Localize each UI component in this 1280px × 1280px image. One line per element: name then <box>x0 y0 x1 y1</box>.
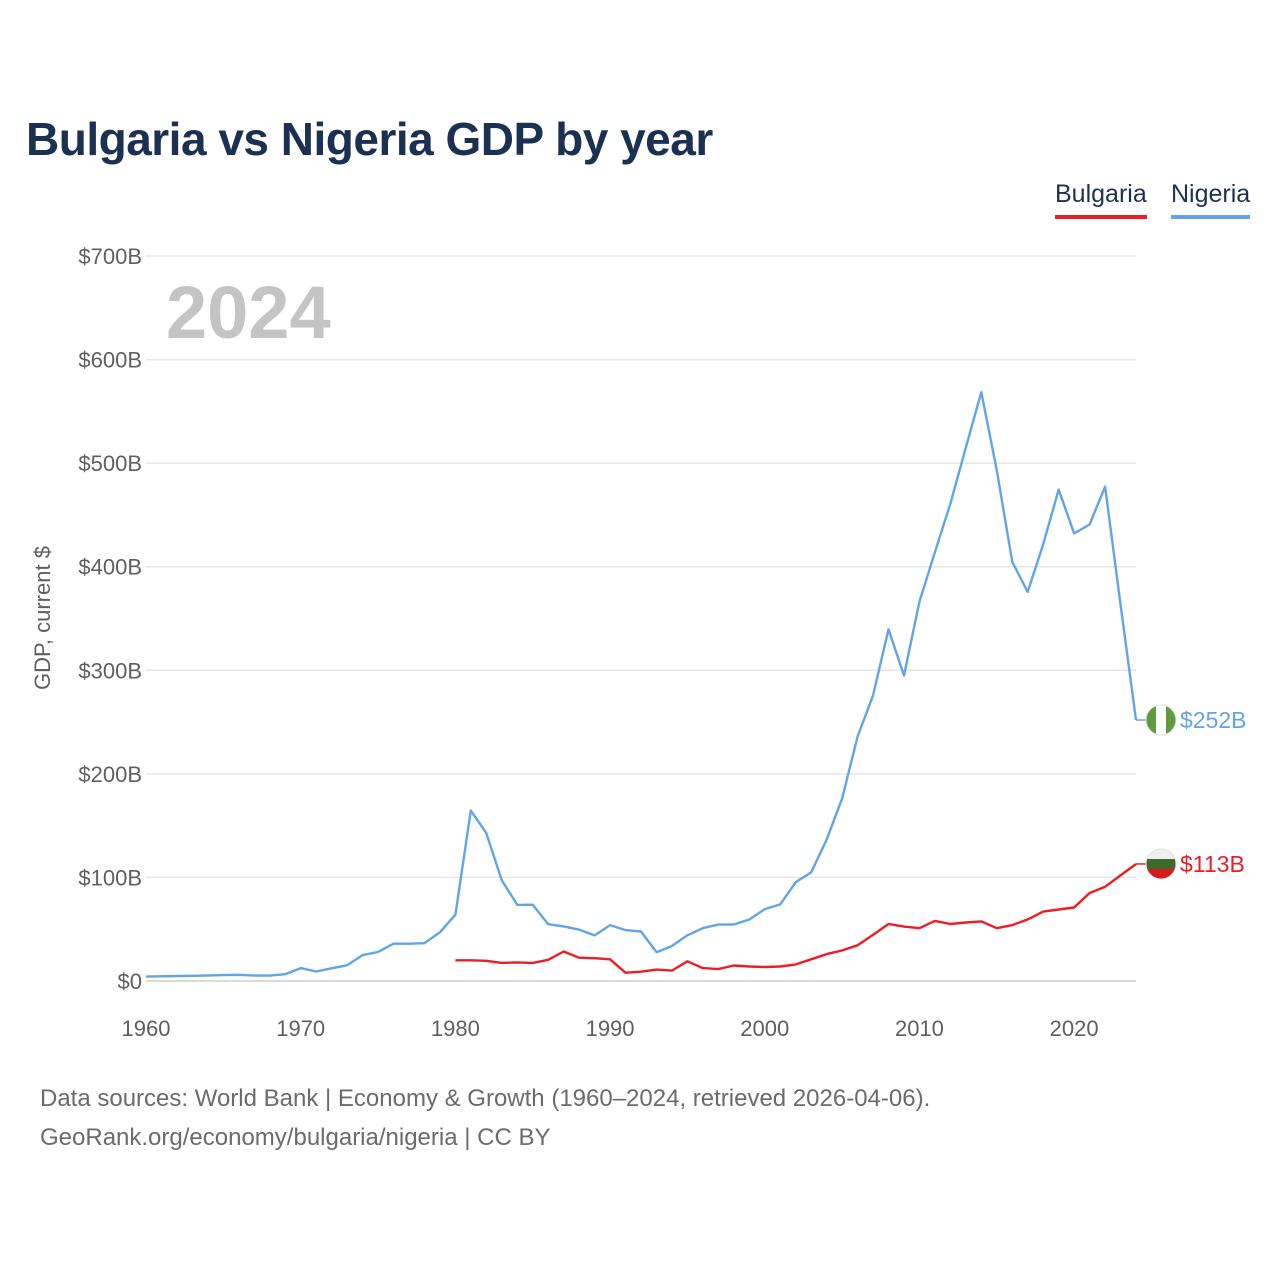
series-line-nigeria[interactable] <box>145 391 1138 978</box>
x-tick-label: 1970 <box>276 1016 325 1041</box>
x-tick-label: 2000 <box>740 1016 789 1041</box>
x-tick-label: 1980 <box>431 1016 480 1041</box>
legend-item-nigeria[interactable]: Nigeria <box>1171 180 1251 219</box>
footer-sources: Data sources: World Bank | Economy & Gro… <box>40 1085 931 1112</box>
y-axis-ticks: $0 $100B $200B $300B $400B $500B $600B $700B <box>78 244 142 994</box>
y-tick-label: $0 <box>118 969 142 994</box>
x-tick-label: 2020 <box>1050 1016 1099 1041</box>
y-tick-label: $300B <box>78 658 142 683</box>
x-tick-label: 1990 <box>586 1016 635 1041</box>
series-lines <box>145 391 1138 978</box>
y-tick-label: $200B <box>78 762 142 787</box>
legend-item-bulgaria[interactable]: Bulgaria <box>1055 180 1147 219</box>
x-axis-ticks: 1960 1970 1980 1990 2000 2010 2020 <box>122 1016 1099 1041</box>
series-line-bulgaria[interactable] <box>455 863 1137 974</box>
x-tick-label: 1960 <box>122 1016 171 1041</box>
y-tick-label: $700B <box>78 244 142 269</box>
y-tick-label: $600B <box>78 348 142 373</box>
flag-icon-bulgaria <box>1145 848 1177 880</box>
chart-title: Bulgaria vs Nigeria GDP by year <box>26 113 713 165</box>
flag-icon-nigeria <box>1145 704 1177 736</box>
series-end-markers: $113B $252B <box>1136 704 1247 880</box>
year-overlay: 2024 <box>166 271 331 354</box>
footer-attribution[interactable]: GeoRank.org/economy/bulgaria/nigeria | C… <box>40 1124 551 1151</box>
y-axis-title: GDP, current $ <box>30 546 55 690</box>
y-tick-label: $100B <box>78 865 142 890</box>
end-value-label-bulgaria: $113B <box>1180 851 1245 877</box>
y-tick-label: $500B <box>78 451 142 476</box>
y-tick-label: $400B <box>78 555 142 580</box>
end-value-label-nigeria: $252B <box>1180 707 1247 733</box>
grid-lines <box>146 255 1136 982</box>
x-tick-label: 2010 <box>895 1016 944 1041</box>
